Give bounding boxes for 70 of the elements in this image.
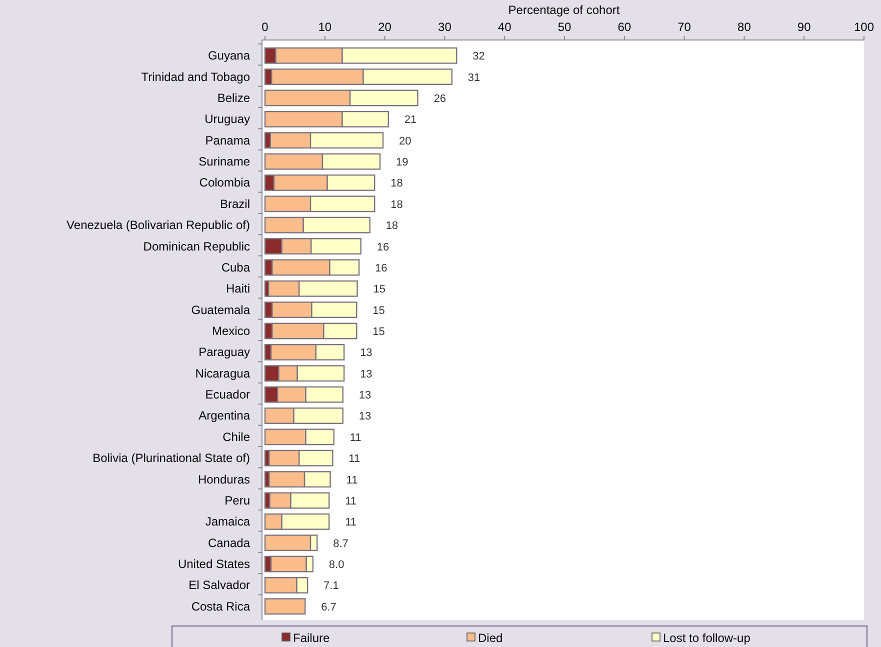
x-tick-label: 20 <box>378 20 392 34</box>
y-tick-label: Chile <box>222 430 250 444</box>
y-tick-label: Ecuador <box>205 388 250 402</box>
y-tick-label: Cuba <box>221 260 250 274</box>
x-tick-label: 50 <box>558 20 572 34</box>
x-tick-label: 40 <box>498 20 512 34</box>
y-tick-label: Guatemala <box>191 302 250 317</box>
total-label: 13 <box>358 390 372 402</box>
x-tick-label: 80 <box>738 20 752 34</box>
x-tick-label: 100 <box>854 20 874 34</box>
y-tick-label: Haiti <box>226 282 250 296</box>
total-label: 18 <box>390 198 403 211</box>
total-label: 15 <box>372 304 385 317</box>
total-label: 32 <box>472 50 485 63</box>
total-label: 11 <box>348 453 360 466</box>
total-label: 8.0 <box>328 559 344 572</box>
total-label: 18 <box>386 220 398 232</box>
y-tick-label: Colombia <box>199 176 250 190</box>
y-tick-label: Bolivia (Plurinational State of) <box>92 451 250 466</box>
total-label: 26 <box>434 92 446 105</box>
y-tick-label: Peru <box>224 493 250 508</box>
x-tick-label: 0 <box>262 20 269 34</box>
total-label: 19 <box>396 156 408 169</box>
total-label: 15 <box>373 284 386 296</box>
y-tick-label: Costa Rica <box>191 599 250 614</box>
total-label: 16 <box>375 262 388 274</box>
total-label: 7.1 <box>324 580 339 592</box>
y-tick-label: El Salvador <box>188 578 250 592</box>
total-label: 13 <box>358 410 372 423</box>
total-label: 11 <box>346 474 358 486</box>
y-tick-label: Argentina <box>198 408 250 423</box>
y-tick-label: United States <box>178 557 250 572</box>
y-tick-label: Panama <box>205 133 250 148</box>
total-label: 11 <box>350 432 362 444</box>
total-label: 13 <box>360 368 372 380</box>
total-label: 6.7 <box>321 601 336 614</box>
y-tick-label: Suriname <box>198 154 250 169</box>
x-tick-label: 70 <box>678 20 692 34</box>
total-label: 13 <box>360 347 372 360</box>
bar <box>264 598 306 615</box>
y-tick-label: Belize <box>217 90 250 105</box>
legend-label: Failure <box>293 631 330 645</box>
y-tick-label: Nicaragua <box>195 366 250 380</box>
legend-label: Died <box>478 631 503 645</box>
x-axis-title: Percentage of cohort <box>508 3 620 17</box>
total-label: 20 <box>399 135 412 148</box>
legend-label: Lost to follow-up <box>663 631 751 645</box>
total-label: 21 <box>404 114 417 126</box>
y-tick-label: Mexico <box>212 324 250 338</box>
total-label: 11 <box>345 495 357 508</box>
total-label: 8.7 <box>333 538 348 550</box>
total-label: 16 <box>376 241 390 254</box>
y-tick-label: Canada <box>208 536 250 550</box>
y-tick-label: Honduras <box>198 472 250 486</box>
total-label: 11 <box>345 516 357 529</box>
y-tick-label: Trinidad and Tobago <box>141 70 250 84</box>
y-tick-label: Brazil <box>220 196 250 211</box>
total-label: 15 <box>372 326 385 338</box>
y-tick-label: Jamaica <box>205 514 250 529</box>
x-tick-label: 30 <box>438 20 452 34</box>
x-tick-label: 60 <box>618 20 632 34</box>
y-tick-label: Dominican Republic <box>143 239 250 254</box>
y-tick-label: Paraguay <box>198 345 250 360</box>
total-label: 31 <box>468 72 480 84</box>
x-tick-label: 10 <box>318 20 332 34</box>
x-tick-label: 90 <box>797 20 812 34</box>
y-tick-label: Uruguay <box>204 112 250 126</box>
y-tick-label: Guyana <box>208 48 250 63</box>
y-tick-label: Venezuela (Bolivarian Republic of) <box>66 218 250 232</box>
total-label: 18 <box>390 178 403 190</box>
